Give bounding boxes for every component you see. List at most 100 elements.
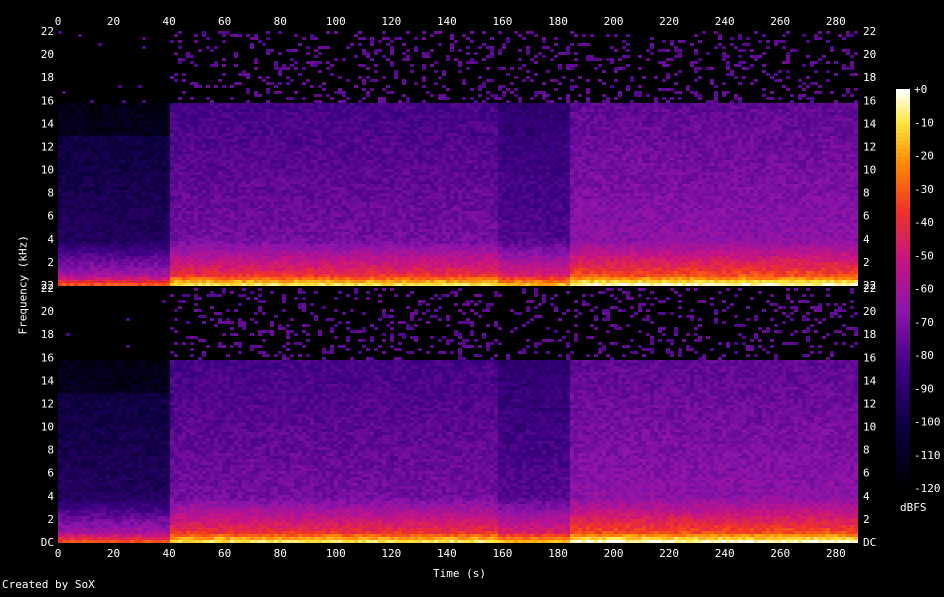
colorbar-step: [896, 129, 910, 134]
colorbar-step: [896, 452, 910, 457]
x-tick-label-top: 140: [437, 15, 457, 28]
y-tick-label-left: 12: [41, 140, 54, 153]
colorbar-step: [896, 396, 910, 401]
colorbar-step: [896, 157, 910, 162]
y-tick-label-left: 18: [41, 328, 54, 341]
colorbar-step: [896, 344, 910, 349]
colorbar-step: [896, 245, 910, 250]
colorbar-step: [896, 416, 910, 421]
colorbar-step: [896, 225, 910, 230]
colorbar-step: [896, 149, 910, 154]
credit-text: Created by SoX: [2, 578, 95, 591]
y-tick-label-right: 20: [863, 305, 876, 318]
y-tick-label-right: 2: [863, 256, 870, 269]
colorbar-step: [896, 440, 910, 445]
colorbar-step: [896, 249, 910, 254]
colorbar-step: [896, 472, 910, 477]
colorbar-step: [896, 424, 910, 429]
colorbar-step: [896, 201, 910, 206]
colorbar-step: [896, 257, 910, 262]
colorbar-step: [896, 392, 910, 397]
colorbar-step: [896, 292, 910, 297]
colorbar-step: [896, 133, 910, 138]
colorbar-step: [896, 432, 910, 437]
colorbar-step: [896, 420, 910, 425]
colorbar-step: [896, 380, 910, 385]
colorbar-step: [896, 400, 910, 405]
x-tick-label-bottom: 220: [659, 547, 679, 560]
colorbar-step: [896, 185, 910, 190]
x-tick-label-top: 200: [604, 15, 624, 28]
y-tick-label-right: 22: [863, 282, 876, 295]
colorbar-step: [896, 105, 910, 110]
y-tick-label-right: 6: [863, 210, 870, 223]
y-axis-label: Frequency (kHz): [17, 245, 30, 335]
colorbar-step: [896, 484, 910, 489]
x-tick-label-top: 220: [659, 15, 679, 28]
colorbar-step: [896, 269, 910, 274]
y-tick-label-left: 2: [47, 256, 54, 269]
colorbar-step: [896, 241, 910, 246]
colorbar-step: [896, 332, 910, 337]
y-tick-label-right: 22: [863, 25, 876, 38]
y-tick-label-left: 6: [47, 467, 54, 480]
y-tick-label-left: 16: [41, 94, 54, 107]
x-tick-label-top: 40: [162, 15, 175, 28]
y-tick-label-right: 12: [863, 140, 876, 153]
colorbar-step: [896, 408, 910, 413]
y-tick-label-right: 16: [863, 351, 876, 364]
x-tick-label-top: 60: [218, 15, 231, 28]
colorbar-tick-label: -110: [914, 449, 941, 462]
colorbar-step: [896, 436, 910, 441]
y-tick-label-left: 12: [41, 397, 54, 410]
colorbar-tick-label: -70: [914, 316, 934, 329]
colorbar-tick-label: -30: [914, 183, 934, 196]
colorbar-step: [896, 384, 910, 389]
colorbar-step: [896, 265, 910, 270]
colorbar: +0-10-20-30-40-50-60-70-80-90-100-110-12…: [896, 83, 941, 495]
colorbar-step: [896, 460, 910, 465]
x-tick-label-top: 80: [274, 15, 287, 28]
x-tick-label-bottom: 100: [326, 547, 346, 560]
colorbar-unit-label: dBFS: [900, 501, 927, 514]
colorbar-step: [896, 372, 910, 377]
colorbar-step: [896, 217, 910, 222]
y-tick-label-right: 8: [863, 444, 870, 457]
x-tick-label-bottom: 240: [715, 547, 735, 560]
colorbar-step: [896, 468, 910, 473]
colorbar-step: [896, 448, 910, 453]
y-tick-label-right: 4: [863, 490, 870, 503]
channel-2-panel: [58, 288, 858, 543]
colorbar-tick-label: -50: [914, 249, 934, 262]
colorbar-step: [896, 456, 910, 461]
y-tick-label-left: DC: [41, 536, 54, 549]
y-tick-label-left: 18: [41, 71, 54, 84]
y-tick-label-left: 10: [41, 164, 54, 177]
x-tick-label-bottom: 140: [437, 547, 457, 560]
colorbar-step: [896, 141, 910, 146]
y-tick-label-right: 2: [863, 513, 870, 526]
colorbar-step: [896, 388, 910, 393]
colorbar-step: [896, 181, 910, 186]
colorbar-step: [896, 89, 910, 94]
y-tick-label-right: 8: [863, 187, 870, 200]
y-tick-label-left: 10: [41, 421, 54, 434]
colorbar-step: [896, 328, 910, 333]
x-tick-label-bottom: 280: [826, 547, 846, 560]
x-tick-label-bottom: 60: [218, 547, 231, 560]
colorbar-step: [896, 364, 910, 369]
y-tick-label-right: 10: [863, 421, 876, 434]
x-tick-label-top: 100: [326, 15, 346, 28]
colorbar-step: [896, 213, 910, 218]
colorbar-step: [896, 412, 910, 417]
colorbar-step: [896, 117, 910, 122]
colorbar-step: [896, 464, 910, 469]
y-tick-label-right: 18: [863, 71, 876, 84]
channel-1-panel: [58, 31, 858, 286]
colorbar-tick-label: -90: [914, 382, 934, 395]
colorbar-step: [896, 312, 910, 317]
colorbar-tick-label: -60: [914, 283, 934, 296]
colorbar-step: [896, 197, 910, 202]
